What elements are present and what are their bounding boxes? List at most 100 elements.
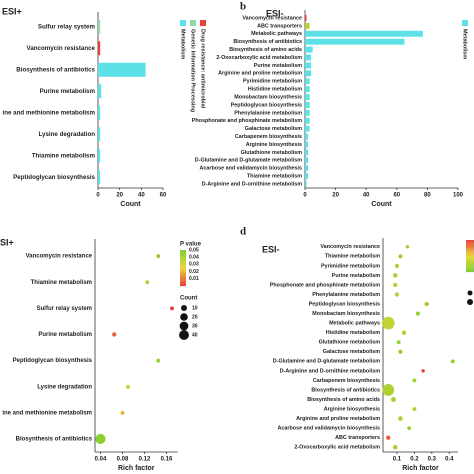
color-bar: [466, 264, 474, 266]
y-tick-label: Biosynthesis of antibiotics: [16, 66, 95, 73]
color-bar: [466, 252, 474, 255]
x-tick-label: 0: [303, 193, 307, 199]
y-tick-label: Phenylalanine metabolism: [234, 110, 302, 116]
color-bar: [180, 259, 186, 261]
y-tick-label: Acarbose and validamycin biosynthesis: [278, 426, 380, 432]
y-tick-label: D-Arginine and D-ornithine metabolism: [280, 368, 381, 374]
legend-label: Drug resistance: antimicrobial: [200, 29, 206, 109]
bar: [98, 84, 102, 99]
size-tick-label: 20: [192, 314, 198, 320]
y-tick-label: ine and methionine metabolism: [2, 410, 92, 416]
point: [407, 426, 412, 431]
y-tick-label: Arginine biosynthesis: [246, 142, 302, 148]
color-bar: [466, 240, 474, 242]
y-tick-label: Peptidoglycan biosynthesis: [309, 301, 380, 307]
y-tick-label: Glutathione metabolism: [319, 340, 381, 346]
bar: [305, 165, 309, 172]
bar: [98, 19, 101, 34]
size-tick-label: 40: [192, 332, 198, 338]
y-tick-label: Lysine degradation: [39, 131, 96, 138]
point: [170, 306, 174, 311]
x-tick-label: 60: [393, 193, 400, 199]
y-tick-label: Vancomycin resistance: [242, 15, 302, 21]
bar: [305, 14, 307, 21]
size-legend-dot: [179, 330, 189, 340]
y-tick-label: D-Glutamine and D-glutamate metabolism: [273, 359, 380, 365]
y-tick-label: Sulfur relay system: [38, 23, 96, 30]
point: [386, 435, 391, 440]
point: [391, 397, 396, 402]
x-tick-label: 100: [453, 193, 464, 199]
size-legend-dot: [467, 290, 473, 296]
y-tick-label: D-Arginine and D-ornithine metabolism: [202, 181, 303, 187]
color-bar: [180, 275, 186, 278]
color-bar: [180, 264, 186, 267]
bar: [305, 78, 310, 85]
color-bar: [466, 259, 474, 261]
size-legend-dot: [181, 305, 187, 311]
color-bar: [180, 266, 186, 269]
y-tick-label: Arginine and proline metabolism: [218, 71, 302, 77]
color-bar: [466, 249, 474, 252]
x-axis-label: Rich factor: [118, 465, 155, 472]
y-tick-label: Arginine and proline metabolism: [296, 416, 380, 422]
x-tick-label: 20: [116, 193, 123, 199]
chart-title: ESI-: [266, 8, 284, 18]
color-bar: [180, 257, 186, 260]
y-tick-label: Galactose metabolism: [245, 126, 302, 132]
bar: [305, 38, 405, 45]
panel-label: b: [240, 1, 246, 13]
color-bar: [466, 243, 474, 245]
x-tick-label: 0.08: [117, 457, 129, 463]
x-tick-label: 0: [96, 193, 100, 199]
color-bar: [466, 270, 474, 273]
point: [405, 245, 410, 249]
color-legend-title: P value: [180, 242, 202, 248]
x-tick-label: 80: [424, 193, 431, 199]
color-tick-label: 0.05: [189, 247, 199, 253]
y-tick-label: Metabolic pathways: [251, 31, 302, 37]
color-bar: [180, 255, 186, 258]
bar: [98, 148, 101, 163]
y-tick-label: Vancomycin resistance: [27, 45, 96, 52]
size-tick-label: 10: [192, 305, 198, 311]
color-bar: [466, 248, 474, 250]
bar: [98, 127, 101, 142]
y-tick-label: Carbapenem biosynthesis: [313, 378, 380, 384]
y-tick-label: Peptidoglycan biosynthesis: [13, 174, 95, 181]
x-axis-label: Count: [120, 201, 141, 208]
color-bar: [180, 271, 186, 274]
point: [412, 407, 417, 411]
x-tick-label: 0.16: [161, 457, 173, 463]
point: [120, 410, 125, 415]
legend-swatch: [200, 20, 206, 26]
bar: [305, 141, 309, 148]
panel-label: d: [240, 226, 246, 238]
point: [398, 349, 403, 354]
color-bar: [466, 262, 474, 265]
point: [381, 316, 395, 330]
x-tick-label: 0.3: [428, 457, 437, 463]
color-bar: [180, 260, 186, 263]
color-bar: [180, 250, 186, 252]
x-tick-label: 0.4: [445, 457, 454, 463]
y-tick-label: Purine metabolism: [332, 273, 380, 279]
chart-title: ESI-: [262, 244, 280, 254]
legend-label: Metabolism: [462, 29, 468, 59]
y-tick-label: Biosynthesis of antibiotics: [16, 437, 93, 443]
y-tick-label: Peptidoglycan biosynthesis: [231, 102, 302, 108]
color-bar: [180, 280, 186, 283]
point: [401, 330, 407, 335]
chart-title: ESI+: [2, 6, 22, 16]
y-tick-label: Biosynthesis of antibiotics: [233, 39, 302, 45]
bar: [305, 101, 310, 108]
y-tick-label: 2-Oxocarboxylic acid metabolism: [294, 445, 380, 451]
size-legend-title: Count: [180, 296, 197, 302]
bar: [98, 41, 101, 56]
point: [156, 254, 161, 259]
x-axis-label: Rich factor: [402, 465, 439, 472]
bar: [305, 173, 309, 180]
y-tick-label: Purine metabolism: [40, 88, 96, 95]
